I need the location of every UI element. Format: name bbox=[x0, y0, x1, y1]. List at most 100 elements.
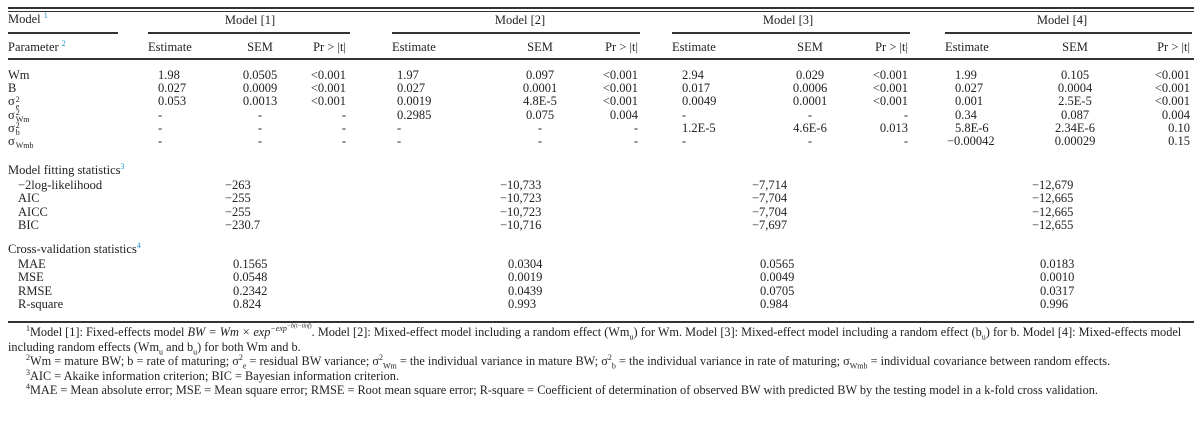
pvalue-cell: 0.15 bbox=[1168, 134, 1190, 148]
pvalue-cell: - bbox=[633, 134, 638, 148]
estimate-cell: - bbox=[158, 120, 163, 135]
fitting-stats-value: −7,697 bbox=[752, 217, 788, 232]
estimate-cell: 0.027 bbox=[397, 81, 426, 96]
crossval-stats-value: 0.0705 bbox=[760, 283, 795, 298]
sem-cell: - bbox=[257, 120, 263, 135]
fitting-stats-value: −10,733 bbox=[500, 178, 542, 192]
estimate-cell: 0.027 bbox=[955, 81, 984, 96]
estimate-cell: 0.017 bbox=[682, 81, 711, 96]
col-header-pr: Pr > |t| bbox=[605, 40, 638, 54]
crossval-stats-row-label: R-square bbox=[18, 296, 64, 311]
footnote-1: 1Model [1]: Fixed-effects model BW = Wm … bbox=[8, 323, 1182, 356]
estimate-cell: - bbox=[397, 120, 402, 135]
sem-cell: - bbox=[807, 107, 813, 122]
col-header-estimate: Estimate bbox=[148, 40, 192, 54]
model-header-2: Model [2] bbox=[494, 13, 546, 27]
pvalue-cell: <0.001 bbox=[872, 81, 908, 96]
sem-cell: 0.0001 bbox=[522, 81, 558, 96]
fitting-stats-row-label: BIC bbox=[18, 217, 39, 232]
crossval-stats-value: 0.0548 bbox=[233, 270, 268, 285]
fitting-stats-row-label: AIC bbox=[18, 191, 40, 206]
sem-cell: - bbox=[257, 134, 263, 148]
crossval-stats-value: 0.0439 bbox=[508, 283, 543, 298]
crossval-stats-value: 0.0019 bbox=[508, 270, 543, 285]
fitting-stats-value: −12,679 bbox=[1032, 178, 1074, 192]
sem-cell: 0.0505 bbox=[242, 68, 278, 82]
col-header-estimate: Estimate bbox=[945, 40, 989, 54]
col-header-sem: SEM bbox=[797, 40, 823, 54]
footnote-3: 3AIC = Akaike information criterion; BIC… bbox=[26, 367, 400, 383]
footnote-2: 2Wm = mature BW; b = rate of maturing; σ… bbox=[26, 352, 1111, 371]
fitting-stats-value: −12,655 bbox=[1032, 217, 1074, 232]
fitting-stats-value: −12,665 bbox=[1032, 204, 1074, 219]
sem-cell: 0.029 bbox=[795, 68, 825, 82]
top-rule-1 bbox=[8, 7, 1194, 9]
estimate-cell: - bbox=[158, 107, 163, 122]
crossval-stats-value: 0.824 bbox=[233, 296, 262, 311]
pvalue-cell: - bbox=[903, 134, 908, 148]
pvalue-cell: 0.10 bbox=[1168, 120, 1190, 135]
pvalue-cell: - bbox=[633, 120, 638, 135]
estimate-cell: 2.94 bbox=[682, 68, 704, 82]
crossval-stats-value: 0.2342 bbox=[233, 283, 268, 298]
col-header-pr: Pr > |t| bbox=[875, 40, 908, 54]
crossval-stats-title: Cross-validation statistics4 bbox=[8, 240, 141, 256]
estimate-cell: - bbox=[682, 134, 687, 148]
crossval-stats-value: 0.0317 bbox=[1040, 283, 1075, 298]
model-header-underline bbox=[148, 32, 350, 34]
crossval-stats-value: 0.996 bbox=[1040, 296, 1069, 311]
model-header-4: Model [4] bbox=[1036, 13, 1088, 27]
fitting-stats-value: −10,723 bbox=[500, 204, 542, 219]
sem-cell: 0.097 bbox=[525, 68, 555, 82]
estimate-cell: 5.8E-6 bbox=[955, 120, 989, 135]
estimate-cell: 0.34 bbox=[955, 107, 977, 122]
sem-cell: 0.075 bbox=[525, 107, 555, 122]
parameter-label: σ Wmb bbox=[8, 134, 34, 151]
estimate-cell: - bbox=[397, 134, 402, 148]
pvalue-cell: <0.001 bbox=[1154, 81, 1190, 96]
model-header-label: Model 1 bbox=[8, 10, 48, 26]
sem-cell: 0.087 bbox=[1060, 107, 1090, 122]
fitting-stats-title: Model fitting statistics3 bbox=[8, 161, 125, 177]
pvalue-cell: <0.001 bbox=[602, 81, 638, 96]
crossval-stats-value: 0.1565 bbox=[233, 257, 268, 271]
model-header-underline bbox=[672, 32, 910, 34]
sem-cell: 0.0013 bbox=[242, 94, 278, 109]
fitting-stats-value: −10,723 bbox=[500, 191, 542, 206]
estimate-cell: 1.99 bbox=[955, 68, 977, 82]
footnote-ref-2[interactable]: 2 bbox=[61, 38, 66, 48]
pvalue-cell: - bbox=[341, 107, 346, 122]
fitting-stats-value: −263 bbox=[225, 178, 251, 192]
model-label-underline bbox=[8, 32, 118, 34]
estimate-cell: 0.0019 bbox=[397, 94, 432, 109]
footnote-ref-1[interactable]: 1 bbox=[43, 10, 48, 20]
sem-cell: 2.5E-5 bbox=[1058, 94, 1092, 109]
sem-cell: 2.34E-6 bbox=[1055, 120, 1095, 135]
fitting-stats-row-label: AICC bbox=[18, 204, 48, 219]
col-header-sem: SEM bbox=[527, 40, 553, 54]
sem-cell: 0.00029 bbox=[1054, 134, 1096, 148]
parameter-label: B bbox=[8, 81, 17, 96]
fitting-stats-value: −7,714 bbox=[752, 178, 788, 192]
parameter-label: Wm bbox=[8, 68, 30, 82]
pvalue-cell: <0.001 bbox=[310, 94, 346, 109]
sem-cell: 4.6E-6 bbox=[793, 120, 827, 135]
col-header-sem: SEM bbox=[1062, 40, 1088, 54]
fitting-stats-value: −10,716 bbox=[500, 217, 542, 232]
col-header-pr: Pr > |t| bbox=[1157, 40, 1190, 54]
sem-cell: 4.8E-5 bbox=[523, 94, 557, 109]
crossval-stats-row-label: RMSE bbox=[18, 283, 53, 298]
col-header-sem: SEM bbox=[247, 40, 273, 54]
pvalue-cell: <0.001 bbox=[602, 68, 638, 82]
pvalue-cell: - bbox=[341, 134, 346, 148]
sem-cell: 0.0009 bbox=[242, 81, 278, 96]
estimate-cell: - bbox=[158, 134, 163, 148]
fitting-stats-value: −255 bbox=[225, 191, 251, 206]
crossval-stats-value: 0.984 bbox=[760, 296, 789, 311]
fitting-stats-value: −255 bbox=[225, 204, 251, 219]
estimate-cell: - bbox=[682, 107, 687, 122]
pvalue-cell: - bbox=[341, 120, 346, 135]
crossval-stats-value: 0.993 bbox=[508, 296, 537, 311]
estimate-cell: −0.00042 bbox=[947, 134, 995, 148]
